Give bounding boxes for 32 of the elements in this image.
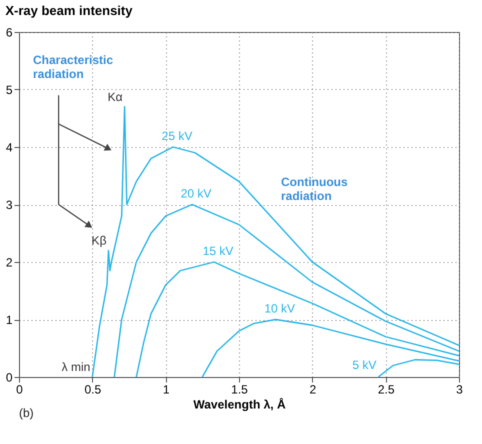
- line-series: [378, 359, 460, 378]
- series-label: 5 kV: [352, 358, 376, 372]
- series-label: 10 kV: [264, 302, 296, 316]
- x-axis-title: Wavelength λ, Å: [193, 398, 286, 412]
- y-tick-label: 2: [6, 256, 13, 270]
- annotation: Continuous radiation: [281, 175, 348, 203]
- y-tick-label: 5: [6, 83, 13, 97]
- annotation: Kβ: [92, 234, 107, 248]
- annotation: λ min: [62, 360, 90, 374]
- y-tick-label: 0: [6, 370, 13, 384]
- x-tick-label: 2.5: [378, 382, 395, 396]
- annotation: Kα: [108, 90, 123, 104]
- text: (b): [19, 406, 34, 420]
- y-tick-label: 3: [6, 198, 13, 212]
- x-tick-label: 1.5: [231, 382, 248, 396]
- x-tick-label: 0: [16, 382, 24, 396]
- y-tick-label: 4: [6, 140, 13, 154]
- x-tick-label: 0.5: [84, 382, 102, 396]
- series-label: 25 kV: [162, 129, 192, 143]
- chart-title: X-ray beam intensity: [5, 3, 134, 18]
- line-series: [202, 318, 460, 378]
- x-tick-label: 1: [162, 382, 170, 396]
- x-tick-label: 2: [309, 382, 316, 396]
- line-series: [92, 106, 460, 378]
- series-label: 20 kV: [180, 186, 212, 200]
- line-series: [114, 204, 460, 378]
- y-tick-label: 1: [6, 313, 13, 327]
- y-tick-label: 6: [6, 26, 13, 40]
- annotation: Characteristic radiation: [33, 53, 114, 81]
- x-tick-label: 3: [456, 382, 464, 396]
- series-label: 15 kV: [202, 244, 234, 258]
- line-series: [136, 261, 460, 378]
